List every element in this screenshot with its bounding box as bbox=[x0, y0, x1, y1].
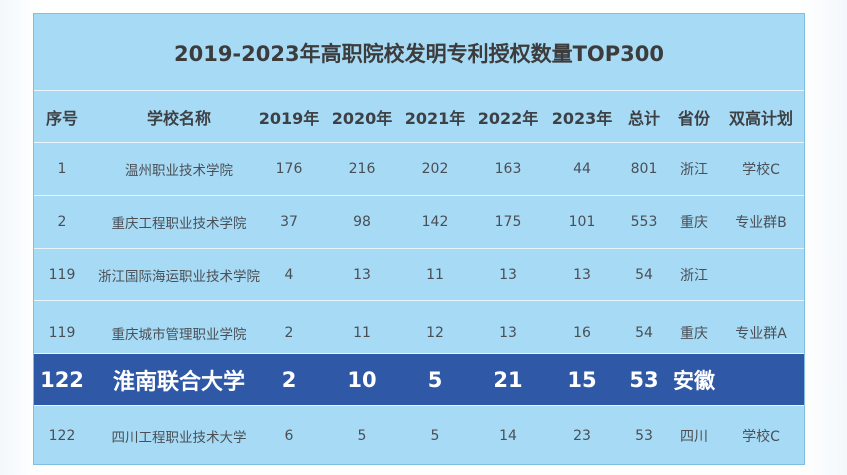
table-row: 119 重庆城市管理职业学院 2 11 12 13 16 54 重庆 专业群A bbox=[34, 300, 804, 364]
cell-2020: 216 bbox=[348, 161, 376, 177]
header-index: 序号 bbox=[45, 108, 78, 128]
cell-province: 安徽 bbox=[673, 368, 715, 393]
cell-2020: 13 bbox=[353, 266, 371, 283]
cell-school: 温州职业技术学院 bbox=[125, 163, 233, 179]
cell-school: 浙江国际海运职业技术学院 bbox=[98, 268, 260, 285]
cell-2023: 15 bbox=[567, 367, 597, 392]
cell-index: 2 bbox=[57, 214, 67, 230]
cell-2023: 13 bbox=[573, 266, 591, 283]
cell-school: 重庆工程职业技术学院 bbox=[111, 216, 247, 232]
header-2019: 2019年 bbox=[258, 108, 320, 128]
highlighted-table-row: 122 淮南联合大学 2 10 5 21 15 53 安徽 bbox=[34, 353, 804, 405]
cell-school: 重庆城市管理职业学院 bbox=[111, 326, 247, 343]
cell-total: 54 bbox=[635, 324, 653, 341]
cell-2021: 11 bbox=[426, 266, 444, 283]
cell-2023: 16 bbox=[573, 324, 591, 341]
cell-2022: 163 bbox=[494, 161, 522, 177]
cell-2020: 10 bbox=[347, 367, 377, 392]
cell-total: 801 bbox=[630, 161, 658, 177]
cell-index: 122 bbox=[48, 427, 76, 444]
cell-2019: 4 bbox=[284, 266, 294, 283]
header-2023: 2023年 bbox=[551, 108, 613, 128]
header-2020: 2020年 bbox=[331, 108, 393, 128]
cell-province: 重庆 bbox=[680, 215, 708, 231]
table-row: 122 四川工程职业技术大学 6 5 5 14 23 53 四川 学校C bbox=[34, 405, 804, 464]
cell-2019: 37 bbox=[280, 214, 298, 230]
cell-2022: 21 bbox=[493, 367, 523, 392]
cell-index: 1 bbox=[57, 161, 67, 177]
cell-2021: 202 bbox=[421, 161, 449, 177]
cell-2019: 6 bbox=[284, 427, 294, 444]
cell-index: 119 bbox=[48, 266, 76, 283]
cell-2020: 5 bbox=[357, 427, 367, 444]
cell-plan: 专业群A bbox=[735, 325, 787, 342]
header-province: 省份 bbox=[677, 108, 710, 128]
cell-2021: 142 bbox=[421, 214, 449, 230]
cell-plan bbox=[718, 249, 804, 300]
cell-2021: 5 bbox=[430, 427, 440, 444]
cell-2022: 14 bbox=[499, 427, 517, 444]
table-row: 1 温州职业技术学院 176 216 202 163 44 801 浙江 学校C bbox=[34, 142, 804, 195]
cell-2023: 101 bbox=[568, 214, 596, 230]
cell-2022: 175 bbox=[494, 214, 522, 230]
cell-plan bbox=[718, 354, 804, 405]
cell-2021: 12 bbox=[426, 324, 444, 341]
cell-total: 53 bbox=[635, 427, 653, 444]
cell-index: 119 bbox=[48, 324, 76, 341]
cell-province: 重庆 bbox=[680, 325, 708, 342]
cell-2023: 44 bbox=[573, 161, 591, 177]
patent-ranking-table: 2019-2023年高职院校发明专利授权数量TOP300 序号 学校名称 201… bbox=[33, 13, 805, 465]
table-title: 2019-2023年高职院校发明专利授权数量TOP300 bbox=[173, 42, 664, 66]
table-row: 119 浙江国际海运职业技术学院 4 13 11 13 13 54 浙江 bbox=[34, 248, 804, 300]
header-2021: 2021年 bbox=[404, 108, 466, 128]
cell-2020: 98 bbox=[353, 214, 371, 230]
cell-2019: 2 bbox=[284, 324, 294, 341]
table-header-row: 序号 学校名称 2019年 2020年 2021年 2022年 2023年 总计… bbox=[34, 90, 804, 142]
cell-school: 淮南联合大学 bbox=[112, 369, 245, 395]
cell-school: 四川工程职业技术大学 bbox=[111, 429, 247, 446]
cell-plan: 学校C bbox=[742, 428, 780, 445]
cell-index: 122 bbox=[40, 367, 84, 392]
cell-2019: 2 bbox=[281, 367, 297, 392]
cell-total: 553 bbox=[630, 214, 658, 230]
cell-total: 54 bbox=[635, 266, 653, 283]
cell-2021: 5 bbox=[427, 367, 443, 392]
header-plan: 双高计划 bbox=[728, 108, 793, 128]
cell-2019: 176 bbox=[275, 161, 303, 177]
cell-2022: 13 bbox=[499, 324, 517, 341]
header-2022: 2022年 bbox=[477, 108, 539, 128]
header-school: 学校名称 bbox=[146, 108, 211, 128]
cell-2020: 11 bbox=[353, 324, 371, 341]
cell-2022: 13 bbox=[499, 266, 517, 283]
cell-province: 浙江 bbox=[680, 162, 708, 178]
cell-total: 53 bbox=[629, 367, 659, 392]
cell-plan: 学校C bbox=[742, 162, 780, 178]
cell-province: 浙江 bbox=[680, 267, 708, 284]
cell-2023: 23 bbox=[573, 427, 591, 444]
cell-province: 四川 bbox=[680, 428, 708, 445]
header-total: 总计 bbox=[627, 108, 660, 128]
cell-plan: 专业群B bbox=[735, 215, 787, 231]
table-row: 2 重庆工程职业技术学院 37 98 142 175 101 553 重庆 专业… bbox=[34, 195, 804, 248]
